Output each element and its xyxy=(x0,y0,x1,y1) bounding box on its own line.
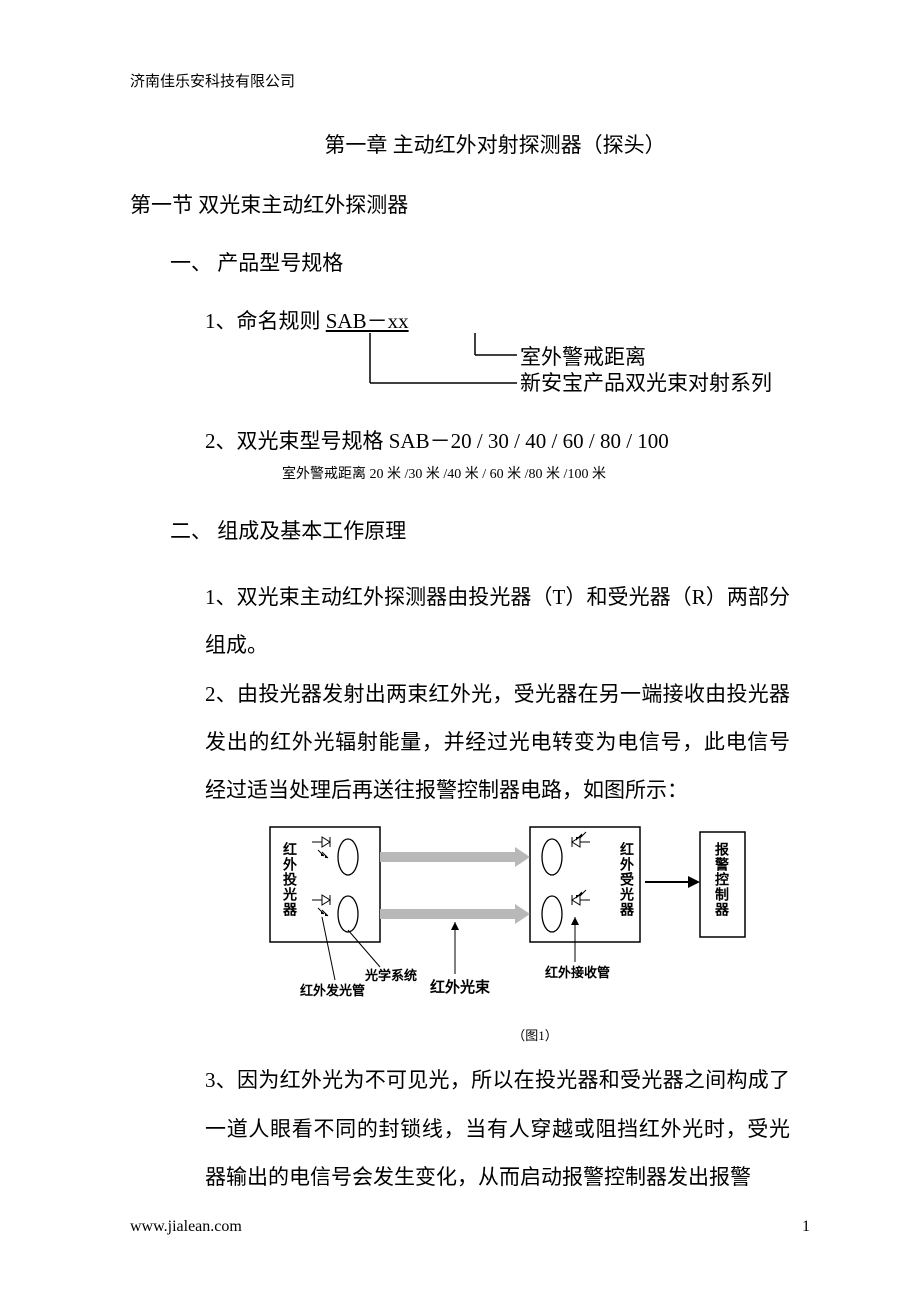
naming-connector-svg xyxy=(335,333,525,403)
transmitter-label: 红外投光器 xyxy=(278,842,298,917)
diagram-caption: （图1） xyxy=(260,1025,810,1044)
para-3: 3、因为红外光为不可见光，所以在投光器和受光器之间构成了一道人眼看不同的封锁线，… xyxy=(205,1056,790,1201)
diagram-svg: 红外投光器 红外受光器 报警控制器 xyxy=(230,822,770,1012)
receiver-label: 红外受光器 xyxy=(615,842,635,917)
label-optical: 光学系统 xyxy=(364,968,417,983)
diagram-figure1: 红外投光器 红外受光器 报警控制器 xyxy=(230,822,810,1017)
heading-principle: 二、 组成及基本工作原理 xyxy=(170,515,810,545)
naming-rule-block: 1、命名规则 SAB－xx 室外警戒距离 新安宝产品双光束对射系列 xyxy=(205,305,810,405)
label-recvdiode: 红外接收管 xyxy=(545,965,610,980)
label-beam: 红外光束 xyxy=(430,978,491,996)
naming-code: SAB－xx xyxy=(326,309,409,333)
label-emitdiode: 红外发光管 xyxy=(300,983,365,998)
chapter-title: 第一章 主动红外对射探测器（探头） xyxy=(130,129,810,159)
models-sub: 室外警戒距离 20 米 /30 米 /40 米 / 60 米 /80 米 /10… xyxy=(282,463,810,483)
naming-intro: 1、命名规则 xyxy=(205,309,326,333)
models-line: 2、双光束型号规格 SAB－20 / 30 / 40 / 60 / 80 / 1… xyxy=(205,425,810,455)
footer-url: www.jialean.com xyxy=(130,1218,242,1236)
footer-page: 1 xyxy=(802,1218,810,1236)
para-2: 2、由投光器发射出两束红外光，受光器在另一端接收由投光器发出的红外光辐射能量，并… xyxy=(205,670,790,815)
heading-product-spec: 一、 产品型号规格 xyxy=(170,247,810,277)
naming-label-series: 新安宝产品双光束对射系列 xyxy=(520,367,772,397)
company-header: 济南佳乐安科技有限公司 xyxy=(130,70,810,91)
controller-label: 报警控制器 xyxy=(710,842,730,917)
section-title: 第一节 双光束主动红外探测器 xyxy=(130,189,810,219)
para-1: 1、双光束主动红外探测器由投光器（T）和受光器（R）两部分组成。 xyxy=(205,573,790,670)
